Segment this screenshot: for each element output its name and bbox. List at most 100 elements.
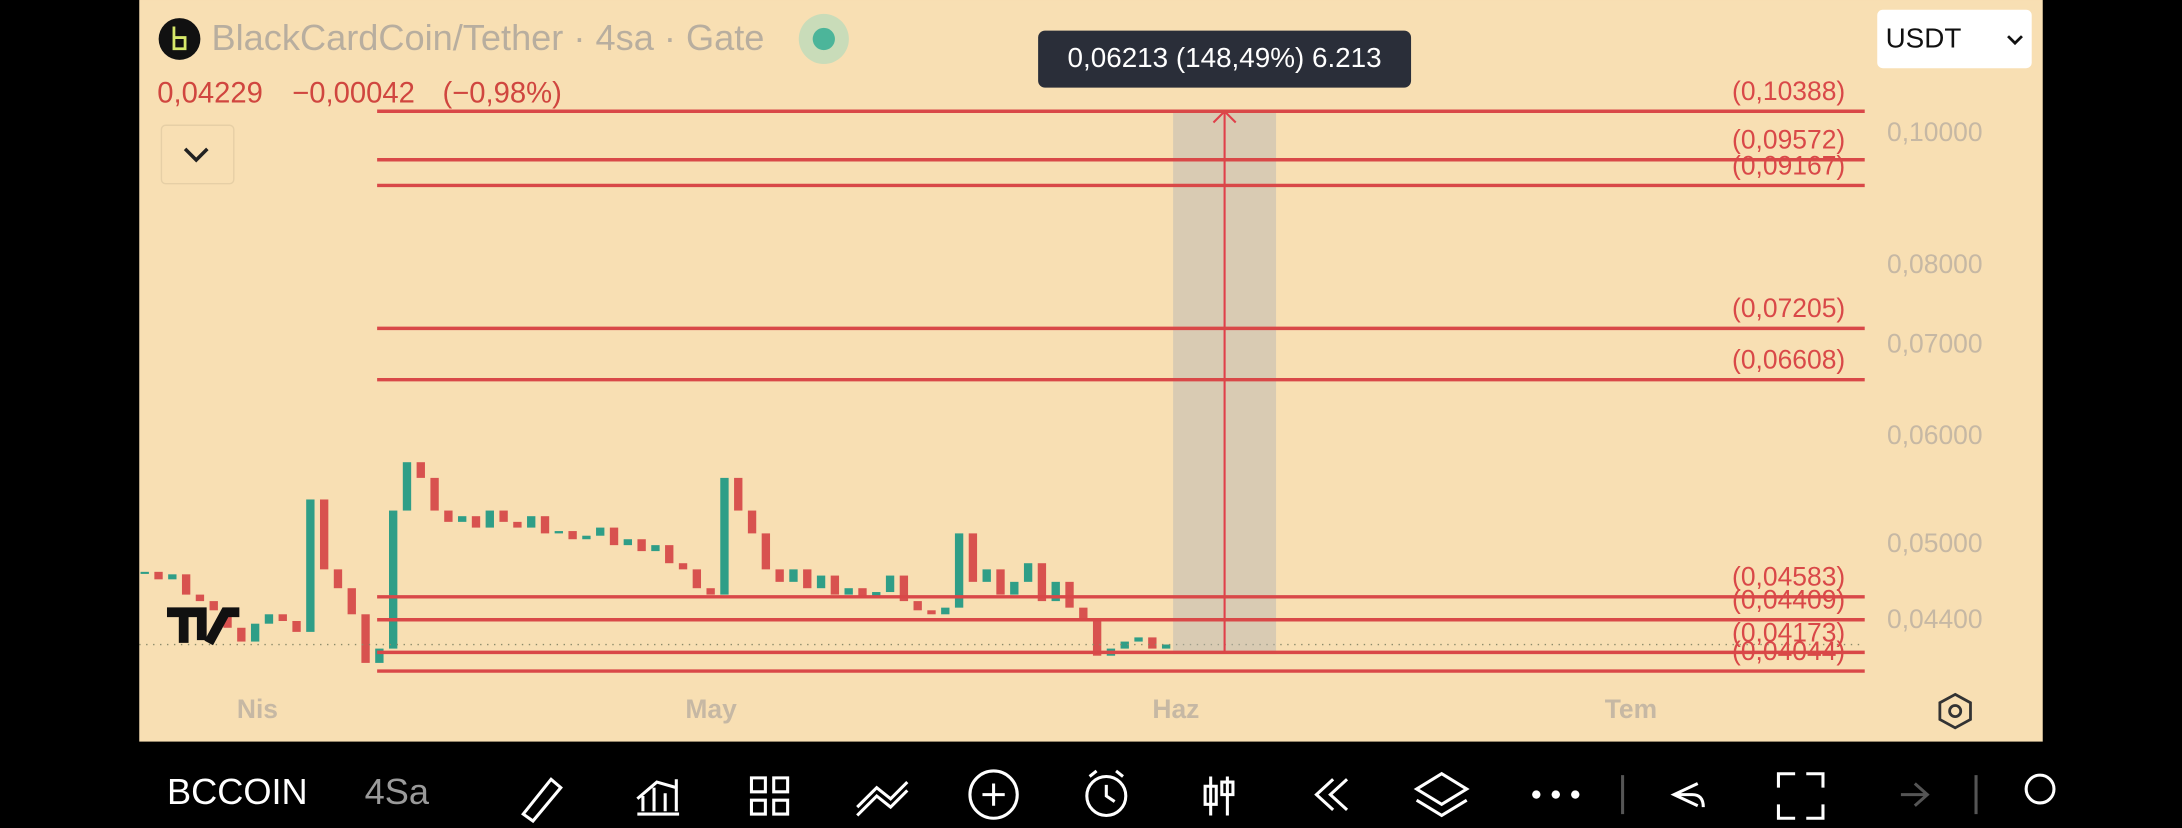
symbol-title: BlackCardCoin/Tether · 4sa · Gate [212,17,765,58]
candle [485,510,494,528]
candle [747,510,757,534]
candle [264,614,274,624]
axis: 0,10000 0,08000 0,07000 0,06000 0,05000 0,044… [237,117,1983,724]
add-icon[interactable] [968,769,1019,820]
collapse-button[interactable] [160,124,235,185]
candle [347,588,356,615]
price-change: −0,00042 [292,77,415,109]
candle [292,620,301,632]
candle [1079,607,1088,621]
candle [154,571,163,580]
tooltip-text: 0,06213 (148,49%) 6.213 [1068,42,1382,73]
price-change-pct: (−0,98%) [443,77,562,109]
candle [996,569,1005,595]
tv-logo [166,607,207,643]
indicator-icon[interactable] [636,779,680,816]
candle [237,627,246,642]
candle [1161,644,1171,649]
draw-icon[interactable] [521,777,563,824]
candle [319,499,329,570]
candle [458,516,467,522]
candle [941,607,950,615]
candle [927,610,936,615]
level-label: (0,10388) [1732,76,1845,106]
y-tick-label: 0,07000 [1887,328,1983,358]
candle [250,623,260,642]
candle [1010,581,1019,595]
y-tick-label: 0,10000 [1887,117,1983,147]
candle [333,569,343,589]
candle [361,614,370,663]
candle [306,499,315,632]
candle [181,574,191,595]
candle [872,592,881,598]
fullscreen-icon[interactable] [1776,772,1825,820]
x-tick-label: Tem [1605,694,1657,724]
candle [1037,563,1047,602]
candle [471,516,481,528]
candle [885,575,895,593]
candle [623,539,633,546]
candle [830,575,840,595]
candle [734,477,743,511]
candle [1065,581,1074,608]
layers-icon[interactable] [1413,771,1470,818]
x-tick-label: Nis [237,694,278,724]
candle [209,601,218,611]
compare-icon[interactable] [856,780,909,817]
candle [816,575,826,589]
level-label: (0,07205) [1732,293,1845,323]
select-arrow [2007,35,2023,46]
candle [844,588,853,595]
level-label: (0,04044) [1732,636,1845,666]
level-label: (0,04583) [1732,562,1845,592]
toolbar-icons [521,769,2056,824]
candle [954,533,964,608]
candles-icon[interactable] [1203,776,1235,816]
right-bezel [2042,0,2182,742]
candle [706,588,715,595]
candle [430,477,439,511]
candle [775,569,784,582]
tv-logo-2 [204,607,240,646]
level-label: (0,04173) [1732,617,1845,647]
settings-dot [1948,704,1963,719]
more-icon[interactable] [1532,790,1580,799]
alert-icon[interactable] [1085,774,1128,818]
x-tick-label: Haz [1152,694,1199,724]
candle [968,533,978,582]
undo-icon[interactable] [1670,782,1705,808]
replay-icon[interactable] [1314,778,1349,812]
y-tick-label: 0,04400 [1887,604,1983,634]
settings-icon[interactable] [1938,692,1972,730]
idea-icon[interactable] [2024,773,2056,805]
y-tick-label: 0,05000 [1887,528,1983,558]
levels: (0,10388) (0,09572)(0,09167) (0,07205) (0,0… [377,76,1865,673]
layout-icon[interactable] [749,776,790,816]
candle [278,614,287,621]
candle [389,510,398,649]
candle [1120,641,1129,649]
candle [527,516,536,528]
candle [982,569,991,582]
candle [789,569,798,582]
candle [499,510,508,522]
tooltip-box [1038,30,1412,88]
candle [416,462,425,478]
candle [761,533,771,570]
currency-select[interactable] [1877,9,2032,69]
candle [1134,637,1143,642]
candle [1023,563,1033,582]
candle [803,569,812,589]
x-tick-label: May [685,694,737,724]
toolbar-interval[interactable]: 4Sa [365,771,430,812]
toolbar-symbol[interactable]: BCCOIN [167,771,308,812]
separators [1621,775,1978,815]
redo-icon[interactable] [1900,782,1930,807]
candle [1148,637,1157,649]
chevron [183,147,209,163]
left-bezel [0,0,140,742]
candle [444,510,453,522]
candle [223,610,232,628]
